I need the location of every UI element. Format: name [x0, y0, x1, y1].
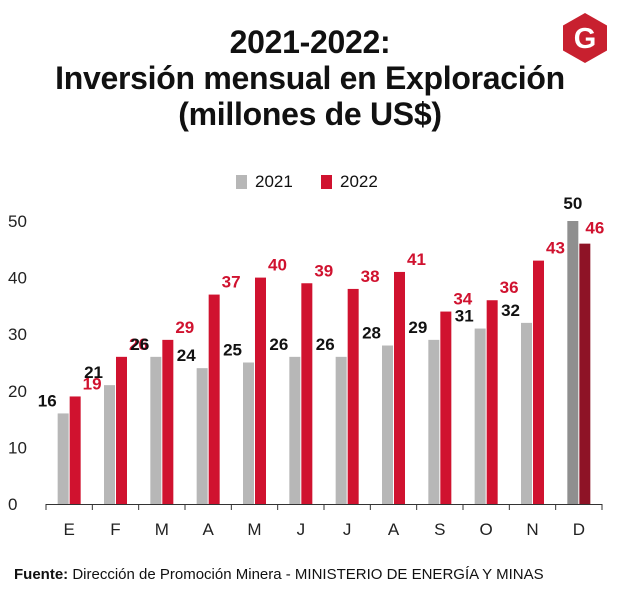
data-label-2021: 31 [455, 307, 474, 326]
y-tick-label: 50 [8, 212, 27, 231]
x-tick-label: O [480, 520, 493, 539]
title-line-2: Inversión mensual en Exploración [55, 60, 565, 96]
data-label-2021: 25 [223, 341, 242, 360]
x-tick-label: N [526, 520, 538, 539]
data-label-2021: 26 [316, 335, 335, 354]
data-label-2022: 36 [500, 278, 519, 297]
x-tick-label: S [434, 520, 445, 539]
data-label-2021: 26 [269, 335, 288, 354]
data-label-2022: 38 [361, 267, 380, 286]
x-tick-label: A [202, 520, 214, 539]
data-label-2022: 39 [314, 261, 333, 280]
legend-item-2022: 2022 [321, 172, 378, 192]
bar-2021 [428, 339, 440, 504]
bar-2021 [567, 221, 579, 504]
legend-swatch-2021 [236, 175, 247, 189]
x-tick-label: J [297, 520, 306, 539]
legend-label-2022: 2022 [340, 172, 378, 191]
gestion-logo-icon: G [562, 12, 608, 64]
source-label: Fuente: [14, 566, 69, 583]
data-label-2022: 46 [585, 219, 604, 238]
data-label-2022: 40 [268, 256, 287, 275]
y-tick-label: 40 [8, 269, 27, 288]
bar-2022 [255, 277, 266, 504]
data-label-2022: 29 [175, 318, 194, 337]
legend-swatch-2022 [321, 175, 332, 189]
bar-2022 [579, 243, 591, 504]
data-label-2021: 21 [84, 363, 103, 382]
bar-chart: 0 10 20 30 40 50 16 19 E 21 26 F 26 29 M 24 37 A 25 40 M 26 39… [8, 194, 604, 539]
x-tick-label: J [343, 520, 352, 539]
data-label-2021: 24 [177, 346, 196, 365]
bar-2022 [394, 271, 405, 504]
bar-2022 [208, 294, 220, 504]
y-tick-label: 20 [8, 382, 27, 401]
x-tick-label: M [155, 520, 169, 539]
bar-2021 [150, 356, 162, 504]
x-tick-label: M [247, 520, 261, 539]
chart-title: 2021-2022: Inversión mensual en Explorac… [0, 24, 620, 132]
y-tick-label: 0 [8, 495, 17, 514]
legend-item-2021: 2021 [236, 172, 293, 192]
bar-2021 [104, 385, 115, 504]
bar-2021 [382, 345, 393, 504]
data-label-2021: 29 [408, 318, 427, 337]
bar-2022 [116, 356, 127, 504]
title-line-3: (millones de US$) [178, 96, 442, 132]
bar-2021 [243, 362, 254, 504]
x-tick-label: F [110, 520, 120, 539]
bar-2021 [474, 328, 486, 504]
data-label-2021: 16 [38, 391, 57, 410]
bar-2022 [533, 260, 544, 504]
title-line-1: 2021-2022: [229, 24, 391, 60]
bar-2021 [57, 413, 69, 504]
data-label-2022: 41 [407, 250, 426, 269]
x-tick-label: E [63, 520, 74, 539]
y-tick-label: 10 [8, 438, 27, 457]
data-label-2022: 19 [83, 374, 102, 393]
bar-2022 [162, 339, 174, 504]
legend: 2021 2022 [0, 172, 620, 196]
bar-2022 [440, 311, 452, 504]
data-label-2022: 37 [222, 273, 241, 292]
source-text: Dirección de Promoción Minera - MINISTER… [68, 566, 544, 583]
bar-2021 [335, 356, 347, 504]
data-label-2021: 50 [563, 194, 582, 213]
x-tick-label: A [388, 520, 400, 539]
data-label-2021: 26 [130, 335, 149, 354]
bar-2022 [486, 300, 498, 504]
bar-2022 [301, 283, 313, 504]
x-tick-label: D [573, 520, 585, 539]
bar-2021 [196, 368, 208, 504]
logo-letter: G [574, 23, 597, 55]
data-label-2022: 43 [546, 239, 565, 258]
y-tick-label: 30 [8, 325, 27, 344]
source-note: Fuente: Dirección de Promoción Minera - … [14, 566, 544, 583]
bar-2021 [521, 322, 532, 504]
data-label-2022: 26 [129, 335, 148, 354]
data-label-2021: 32 [501, 301, 520, 320]
bar-2021 [289, 356, 301, 504]
data-label-2021: 28 [362, 324, 381, 343]
bar-2022 [69, 396, 81, 504]
legend-label-2021: 2021 [255, 172, 293, 191]
data-label-2022: 34 [453, 290, 472, 309]
bar-2022 [347, 288, 359, 504]
